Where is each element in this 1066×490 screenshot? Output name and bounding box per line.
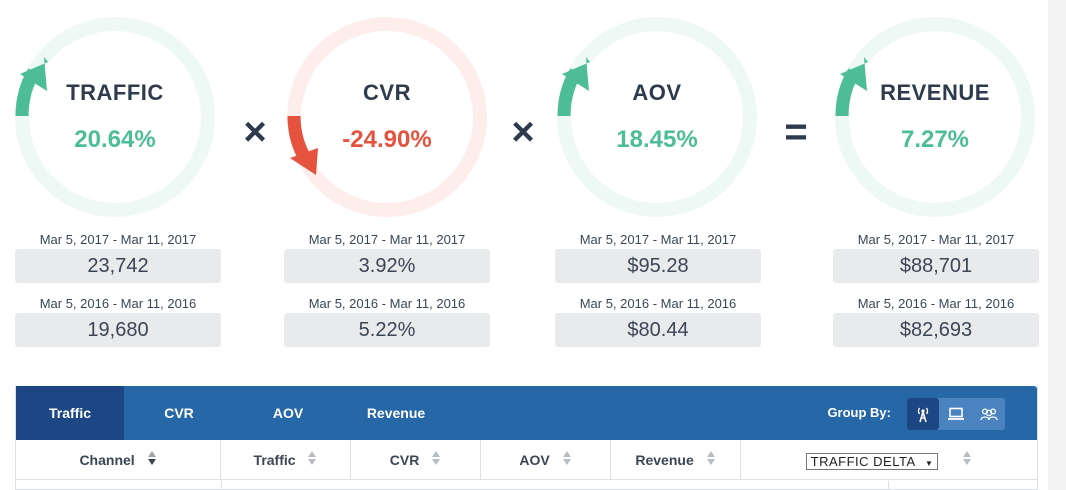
column-label: Channel (79, 452, 135, 468)
metric-name: CVR (363, 80, 411, 105)
tab-aov[interactable]: AOV (272, 405, 304, 421)
tab-traffic[interactable]: Traffic (16, 386, 124, 440)
metrics-table: Traffic CVR AOV Revenue Group By: (15, 386, 1038, 490)
date-range: Mar 5, 2017 - Mar 11, 2017 (857, 232, 1015, 247)
page-scroll-gutter (1048, 0, 1066, 490)
column-label: Traffic (253, 452, 296, 468)
column-label: AOV (519, 452, 550, 468)
tab-cvr[interactable]: CVR (164, 405, 194, 421)
period-value: $88,701 (833, 249, 1039, 283)
date-range: Mar 5, 2016 - Mar 11, 2016 (579, 296, 737, 311)
metric-name: AOV (632, 80, 682, 105)
column-label: CVR (389, 452, 420, 468)
aov-ring (552, 12, 762, 222)
period-value: $80.44 (555, 313, 761, 347)
antenna-icon[interactable] (907, 398, 939, 430)
period-value: 19,680 (15, 313, 221, 347)
date-range: Mar 5, 2017 - Mar 11, 2017 (308, 232, 466, 247)
period-value: 3.92% (284, 249, 490, 283)
sort-icon (307, 441, 317, 481)
column-header-cvr[interactable]: CVR (351, 440, 481, 480)
users-icon[interactable] (973, 398, 1005, 430)
metric-percent-change: 7.27% (900, 126, 970, 153)
cvr-current-period: Mar 5, 2017 - Mar 11, 2017 3.92% (284, 232, 490, 283)
metric-percent-change: 18.45% (616, 126, 698, 153)
traffic-prior-period: Mar 5, 2016 - Mar 11, 2016 19,680 (15, 296, 221, 347)
group-by-label: Group By: (827, 405, 891, 420)
multiply-operator: × (243, 110, 267, 154)
delta-select-value: TRAFFIC DELTA (810, 453, 915, 469)
traffic-current-period: Mar 5, 2017 - Mar 11, 2017 23,742 (15, 232, 221, 283)
dropdown-arrow-icon: ▼ (925, 458, 934, 468)
equals-operator: = (784, 110, 808, 154)
aov-prior-period: Mar 5, 2016 - Mar 11, 2016 $80.44 (555, 296, 761, 347)
revenue-prior-period: Mar 5, 2016 - Mar 11, 2016 $82,693 (833, 296, 1039, 347)
sort-icon (562, 441, 572, 481)
tab-bar: Traffic CVR AOV Revenue Group By: (16, 386, 1037, 440)
trend-up-arrow-icon (835, 57, 868, 117)
metric-percent-change: -24.90% (342, 126, 432, 153)
table-row-divider (221, 481, 222, 490)
cvr-ring (282, 12, 492, 222)
cvr-prior-period: Mar 5, 2016 - Mar 11, 2016 5.22% (284, 296, 490, 347)
group-by-toggle (907, 398, 1005, 430)
column-header-channel[interactable]: Channel (16, 440, 221, 480)
date-range: Mar 5, 2017 - Mar 11, 2017 (579, 232, 737, 247)
period-value: 23,742 (15, 249, 221, 283)
period-value: $95.28 (555, 249, 761, 283)
trend-up-arrow-icon (15, 57, 48, 117)
revenue-current-period: Mar 5, 2017 - Mar 11, 2017 $88,701 (833, 232, 1039, 283)
sort-icon (431, 441, 441, 481)
column-header-aov[interactable]: AOV (481, 440, 611, 480)
period-value: $82,693 (833, 313, 1039, 347)
period-value: 5.22% (284, 313, 490, 347)
date-range: Mar 5, 2016 - Mar 11, 2016 (39, 296, 197, 311)
laptop-icon[interactable] (940, 398, 972, 430)
column-header-traffic[interactable]: Traffic (221, 440, 351, 480)
trend-down-arrow-icon (287, 115, 318, 175)
metric-name: REVENUE (880, 80, 990, 105)
column-header-revenue[interactable]: Revenue (611, 440, 741, 480)
table-header: Channel Traffic CVR AOV Revenue (16, 440, 1037, 480)
tab-revenue[interactable]: Revenue (366, 405, 426, 421)
aov-current-period: Mar 5, 2017 - Mar 11, 2017 $95.28 (555, 232, 761, 283)
date-range: Mar 5, 2016 - Mar 11, 2016 (308, 296, 466, 311)
table-row-divider (888, 481, 889, 490)
traffic-ring (10, 12, 220, 222)
delta-metric-select[interactable]: TRAFFIC DELTA ▼ (805, 452, 939, 470)
date-range: Mar 5, 2017 - Mar 11, 2017 (39, 232, 197, 247)
sort-icon (706, 441, 716, 481)
metric-percent-change: 20.64% (74, 126, 156, 153)
metric-name: TRAFFIC (66, 80, 164, 105)
sort-icon (147, 441, 157, 481)
sort-icon[interactable] (962, 441, 972, 481)
column-header-delta: TRAFFIC DELTA ▼ (741, 440, 1037, 480)
multiply-operator: × (511, 110, 535, 154)
trend-up-arrow-icon (557, 57, 590, 117)
date-range: Mar 5, 2016 - Mar 11, 2016 (857, 296, 1015, 311)
column-label: Revenue (635, 452, 694, 468)
revenue-ring (830, 12, 1040, 222)
